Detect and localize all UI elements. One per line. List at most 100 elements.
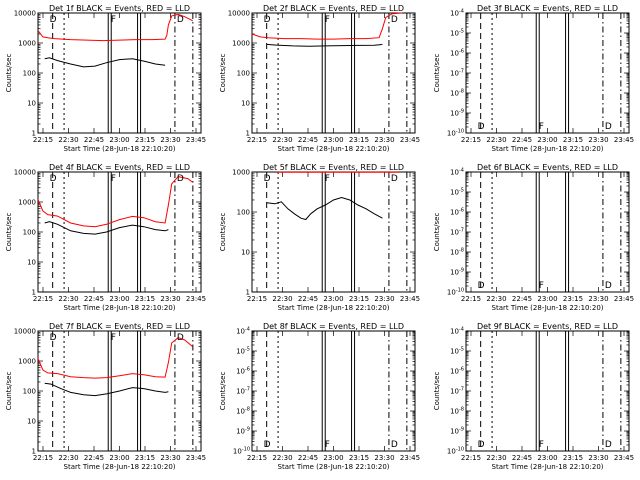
- y-tick-label: 1000: [232, 169, 250, 177]
- x-axis-label: Start Time (28-Jun-18 22:10:20): [278, 145, 390, 153]
- y-tick-label: 10-9: [236, 427, 250, 436]
- y-tick-label: 10-6: [450, 208, 464, 217]
- event-flag-label: D: [177, 174, 184, 184]
- x-tick-label: 22:15: [247, 295, 267, 303]
- event-flag-label: D: [391, 174, 398, 184]
- y-axis-label: Counts/sec: [433, 213, 441, 252]
- event-flag-label: F: [539, 440, 544, 450]
- y-tick-label: 10-10: [447, 288, 464, 297]
- x-tick-label: 23:15: [135, 454, 155, 462]
- x-tick-label: 22:15: [461, 136, 481, 144]
- series-line-lld: [37, 337, 194, 379]
- x-tick-label: 22:45: [512, 295, 532, 303]
- event-flag-label: D: [264, 15, 271, 25]
- x-tick-label: 22:30: [486, 136, 506, 144]
- y-tick-label: 10-9: [450, 427, 464, 436]
- y-tick-label: 10-8: [450, 89, 464, 98]
- chart-title: Det 1f BLACK = Events, RED = LLD: [49, 4, 190, 13]
- y-tick-label: 10-8: [450, 407, 464, 416]
- y-tick-label: 10000: [14, 10, 36, 18]
- plot-frame: [465, 12, 630, 134]
- x-tick-label: 22:15: [461, 454, 481, 462]
- event-flag-label: F: [111, 174, 116, 184]
- x-tick-label: 23:00: [323, 136, 343, 144]
- y-tick-label: 100: [23, 229, 36, 237]
- x-tick-label: 23:30: [588, 295, 608, 303]
- x-tick-label: 23:00: [109, 295, 129, 303]
- y-tick-label: 100: [23, 388, 36, 396]
- x-tick-label: 23:00: [537, 454, 557, 462]
- y-tick-label: 10-7: [236, 387, 250, 396]
- x-tick-label: 22:45: [298, 295, 318, 303]
- y-axis-label: Counts/sec: [5, 372, 13, 411]
- y-tick-label: 10-8: [236, 407, 250, 416]
- y-tick-label: 10000: [228, 10, 250, 18]
- y-tick-label: 10-4: [236, 327, 250, 336]
- x-axis-label: Start Time (28-Jun-18 22:10:20): [64, 463, 176, 471]
- chart-title: Det 5f BLACK = Events, RED = LLD: [263, 163, 404, 172]
- x-tick-label: 23:00: [537, 136, 557, 144]
- x-tick-label: 23:15: [135, 295, 155, 303]
- x-tick-label: 23:00: [109, 454, 129, 462]
- x-tick-label: 23:00: [323, 295, 343, 303]
- x-tick-label: 23:00: [109, 136, 129, 144]
- x-tick-label: 22:15: [33, 295, 53, 303]
- chart-panel-8: 10-10 10-9 10-8 10-7 10-6 10-5 10-4 22:15 22:30 2…: [219, 322, 420, 471]
- y-axis-label: Counts/sec: [433, 54, 441, 93]
- x-tick-label: 22:15: [247, 136, 267, 144]
- x-tick-label: 23:00: [537, 295, 557, 303]
- chart-title: Det 6f BLACK = Events, RED = LLD: [477, 163, 618, 172]
- x-tick-label: 22:45: [84, 454, 104, 462]
- y-tick-label: 1: [246, 289, 250, 297]
- x-tick-label: 23:30: [374, 136, 394, 144]
- event-flag-label: D: [177, 333, 184, 343]
- event-flag-label: D: [50, 333, 57, 343]
- x-axis-label: Start Time (28-Jun-18 22:10:20): [278, 304, 390, 312]
- y-axis-label: Counts/sec: [219, 372, 227, 411]
- x-tick-label: 22:15: [33, 454, 53, 462]
- y-tick-label: 10: [241, 249, 250, 257]
- y-tick-label: 1: [32, 448, 36, 456]
- x-tick-label: 22:45: [298, 454, 318, 462]
- x-tick-label: 22:30: [272, 136, 292, 144]
- event-flag-label: D: [391, 440, 398, 450]
- plot-frame: [251, 12, 416, 134]
- x-tick-label: 23:45: [400, 295, 420, 303]
- event-flag-label: D: [605, 122, 612, 132]
- x-tick-label: 23:15: [349, 454, 369, 462]
- y-tick-label: 10: [27, 100, 36, 108]
- x-tick-label: 22:45: [512, 454, 532, 462]
- y-axis-label: Counts/sec: [433, 372, 441, 411]
- x-axis-label: Start Time (28-Jun-18 22:10:20): [278, 463, 390, 471]
- plot-frame: [37, 171, 202, 293]
- y-tick-label: 10-4: [450, 327, 464, 336]
- series-line-events: [266, 196, 383, 221]
- chart-panel-9: 10-10 10-9 10-8 10-7 10-6 10-5 10-4 22:15 22:30 2…: [433, 322, 634, 471]
- y-tick-label: 1000: [232, 40, 250, 48]
- y-tick-label: 10: [27, 418, 36, 426]
- chart-panel-2: 1 10 100 1000 10000 22:15 22:30 22:45 23:00 23:15…: [219, 4, 420, 153]
- x-tick-label: 22:30: [58, 136, 78, 144]
- y-tick-label: 10-4: [450, 168, 464, 177]
- event-flag-label: F: [325, 174, 330, 184]
- y-tick-label: 10: [27, 259, 36, 267]
- event-flag-label: F: [539, 122, 544, 132]
- chart-title: Det 7f BLACK = Events, RED = LLD: [49, 322, 190, 331]
- x-tick-label: 22:30: [58, 295, 78, 303]
- y-tick-label: 10-9: [450, 109, 464, 118]
- y-tick-label: 10-10: [447, 447, 464, 456]
- series-line-lld: [37, 176, 194, 228]
- x-axis-label: Start Time (28-Jun-18 22:10:20): [64, 304, 176, 312]
- event-flag-label: F: [325, 15, 330, 25]
- x-tick-label: 22:30: [58, 454, 78, 462]
- x-tick-label: 22:15: [33, 136, 53, 144]
- y-tick-label: 1: [246, 130, 250, 138]
- series-line-events: [44, 57, 166, 68]
- event-flag-label: F: [325, 440, 330, 450]
- event-flag-label: D: [264, 174, 271, 184]
- series-line-lld: [251, 12, 403, 40]
- x-tick-label: 23:15: [563, 136, 583, 144]
- chart-panel-7: 1 10 100 1000 10000 22:15 22:30 22:45 23:00 23:15…: [5, 322, 206, 471]
- plot-frame: [465, 171, 630, 293]
- x-tick-label: 23:30: [160, 454, 180, 462]
